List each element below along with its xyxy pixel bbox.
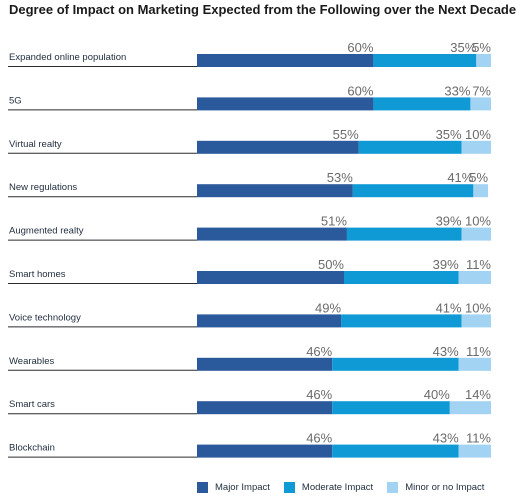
bar-minor-or-no-impact-augmented-realty <box>461 227 491 241</box>
legend-swatch-major-impact <box>197 481 208 493</box>
category-label-smart-homes: Smart homes <box>9 269 66 280</box>
value-label-major-impact-5g: 60% <box>347 83 373 98</box>
bar-moderate-impact-new-regulations <box>352 184 474 198</box>
value-label-moderate-impact-augmented-realty: 39% <box>436 214 462 229</box>
category-label-blockchain: Blockchain <box>9 443 55 454</box>
value-label-moderate-impact-smart-homes: 39% <box>433 257 459 272</box>
legend-label-moderate-impact: Moderate Impact <box>301 481 374 493</box>
value-label-minor-or-no-impact-expanded-online-population: 5% <box>472 40 491 55</box>
value-label-moderate-impact-voice-technology: 41% <box>436 300 462 315</box>
bar-major-impact-blockchain <box>197 444 333 458</box>
category-label-expanded-online-population: Expanded online population <box>9 52 126 63</box>
value-label-minor-or-no-impact-augmented-realty: 10% <box>465 214 491 229</box>
chart-legend: Major Impact Moderate Impact Minor or no… <box>197 480 484 494</box>
bar-moderate-impact-voice-technology <box>341 314 462 328</box>
bar-moderate-impact-smart-homes <box>344 271 459 284</box>
category-label-voice-technology: Voice technology <box>9 312 81 323</box>
bar-moderate-impact-5g <box>373 97 471 111</box>
bar-moderate-impact-smart-cars <box>332 401 450 415</box>
legend-swatch-minor-impact <box>387 481 399 493</box>
value-label-major-impact-virtual-realty: 55% <box>333 127 359 142</box>
value-label-moderate-impact-blockchain: 43% <box>433 431 459 446</box>
category-label-wearables: Wearables <box>9 356 54 367</box>
value-label-minor-or-no-impact-smart-cars: 14% <box>465 387 491 402</box>
legend-item-moderate-impact: Moderate Impact <box>283 481 374 493</box>
bar-major-impact-new-regulations <box>197 184 353 198</box>
value-label-moderate-impact-5g: 33% <box>444 83 470 98</box>
value-label-moderate-impact-wearables: 43% <box>433 344 459 359</box>
value-label-major-impact-new-regulations: 53% <box>327 170 353 185</box>
value-label-minor-or-no-impact-blockchain: 11% <box>466 431 491 446</box>
bar-moderate-impact-expanded-online-population <box>373 54 477 67</box>
legend-label-major-impact: Major Impact <box>215 481 270 493</box>
bar-minor-or-no-impact-voice-technology <box>461 314 491 328</box>
value-label-major-impact-expanded-online-population: 60% <box>347 40 373 55</box>
value-label-major-impact-wearables: 46% <box>306 344 332 359</box>
value-label-moderate-impact-virtual-realty: 35% <box>436 127 462 142</box>
value-label-minor-or-no-impact-new-regulations: 5% <box>469 170 488 185</box>
value-label-moderate-impact-new-regulations: 41% <box>447 170 473 185</box>
bar-minor-or-no-impact-5g <box>470 97 491 111</box>
category-label-augmented-realty: Augmented realty <box>9 226 84 237</box>
bar-major-impact-wearables <box>197 357 333 371</box>
bar-major-impact-augmented-realty <box>197 227 347 241</box>
bar-major-impact-smart-homes <box>197 271 344 284</box>
bar-minor-or-no-impact-blockchain <box>458 444 491 458</box>
bar-moderate-impact-wearables <box>332 357 459 371</box>
bar-minor-or-no-impact-wearables <box>458 357 491 371</box>
category-label-5g: 5G <box>9 95 22 106</box>
category-label-smart-cars: Smart cars <box>9 399 55 410</box>
bar-major-impact-5g <box>197 97 374 111</box>
bar-moderate-impact-augmented-realty <box>346 227 462 241</box>
legend-swatch-moderate-impact <box>283 481 295 493</box>
bar-minor-or-no-impact-virtual-realty <box>461 140 491 154</box>
value-label-moderate-impact-expanded-online-population: 35% <box>450 40 476 55</box>
value-label-minor-or-no-impact-virtual-realty: 10% <box>465 127 491 142</box>
bar-minor-or-no-impact-smart-homes <box>458 271 491 284</box>
bar-minor-or-no-impact-expanded-online-population <box>476 54 491 67</box>
category-label-virtual-realty: Virtual realty <box>9 139 62 150</box>
chart-title: Degree of Impact on Marketing Expected f… <box>9 2 517 17</box>
category-label-new-regulations: New regulations <box>9 182 77 193</box>
value-label-moderate-impact-smart-cars: 40% <box>424 387 450 402</box>
value-label-major-impact-blockchain: 46% <box>306 431 332 446</box>
value-label-minor-or-no-impact-5g: 7% <box>472 83 491 98</box>
legend-item-major-impact: Major Impact <box>197 481 270 493</box>
bar-major-impact-smart-cars <box>197 401 333 415</box>
value-label-major-impact-smart-homes: 50% <box>318 257 344 272</box>
legend-item-minor-impact: Minor or no Impact <box>387 481 485 493</box>
value-label-major-impact-voice-technology: 49% <box>315 300 341 315</box>
value-label-minor-or-no-impact-smart-homes: 11% <box>466 257 491 272</box>
bar-major-impact-voice-technology <box>197 314 342 328</box>
value-label-major-impact-smart-cars: 46% <box>306 387 332 402</box>
value-label-major-impact-augmented-realty: 51% <box>321 214 347 229</box>
value-label-minor-or-no-impact-wearables: 11% <box>466 344 491 359</box>
bar-moderate-impact-virtual-realty <box>358 140 462 154</box>
legend-label-minor-impact: Minor or no Impact <box>405 481 485 493</box>
bar-major-impact-expanded-online-population <box>197 54 374 67</box>
bar-major-impact-virtual-realty <box>197 140 359 154</box>
value-label-minor-or-no-impact-voice-technology: 10% <box>465 300 491 315</box>
bar-moderate-impact-blockchain <box>332 444 459 458</box>
bar-minor-or-no-impact-new-regulations <box>473 184 489 198</box>
bar-minor-or-no-impact-smart-cars <box>449 401 491 415</box>
